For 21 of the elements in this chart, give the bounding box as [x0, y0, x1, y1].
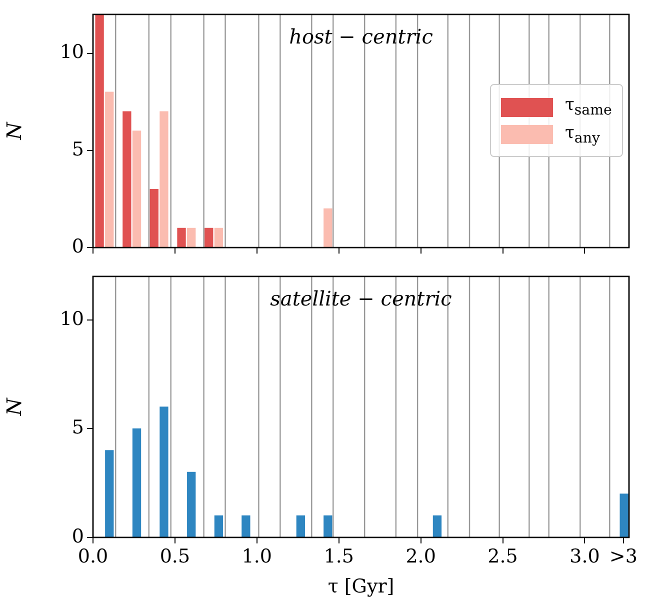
x-tick-label: 1.5 [324, 546, 354, 568]
annotation: host − centric [289, 24, 433, 49]
annotation: satellite − centric [270, 286, 452, 311]
x-axis-title: τ [Gyr] [328, 576, 394, 598]
x-tick-label: 0.0 [78, 546, 108, 568]
x-tick-label: 3.0 [570, 546, 600, 568]
legend-label: τ$_{same}$ [565, 95, 612, 119]
x-tick-label: 1.0 [242, 546, 272, 568]
y-tick-label: 5 [72, 416, 84, 439]
x-tick-label: 2.0 [406, 546, 436, 568]
x-tick-label: >3 [609, 546, 638, 568]
y-tick-label: 10 [60, 308, 84, 330]
x-tick-label: 0.5 [160, 546, 190, 568]
y-axis-title: N [2, 396, 26, 417]
y-tick-label: 10 [60, 41, 84, 64]
y-tick-label: 0 [72, 236, 84, 258]
y-tick-label: 0 [72, 525, 84, 548]
x-tick-label: 2.5 [488, 546, 518, 568]
y-axis-title: N [2, 120, 26, 141]
legend-label: τ$_{any}$ [565, 122, 600, 146]
y-tick-label: 5 [72, 138, 84, 160]
